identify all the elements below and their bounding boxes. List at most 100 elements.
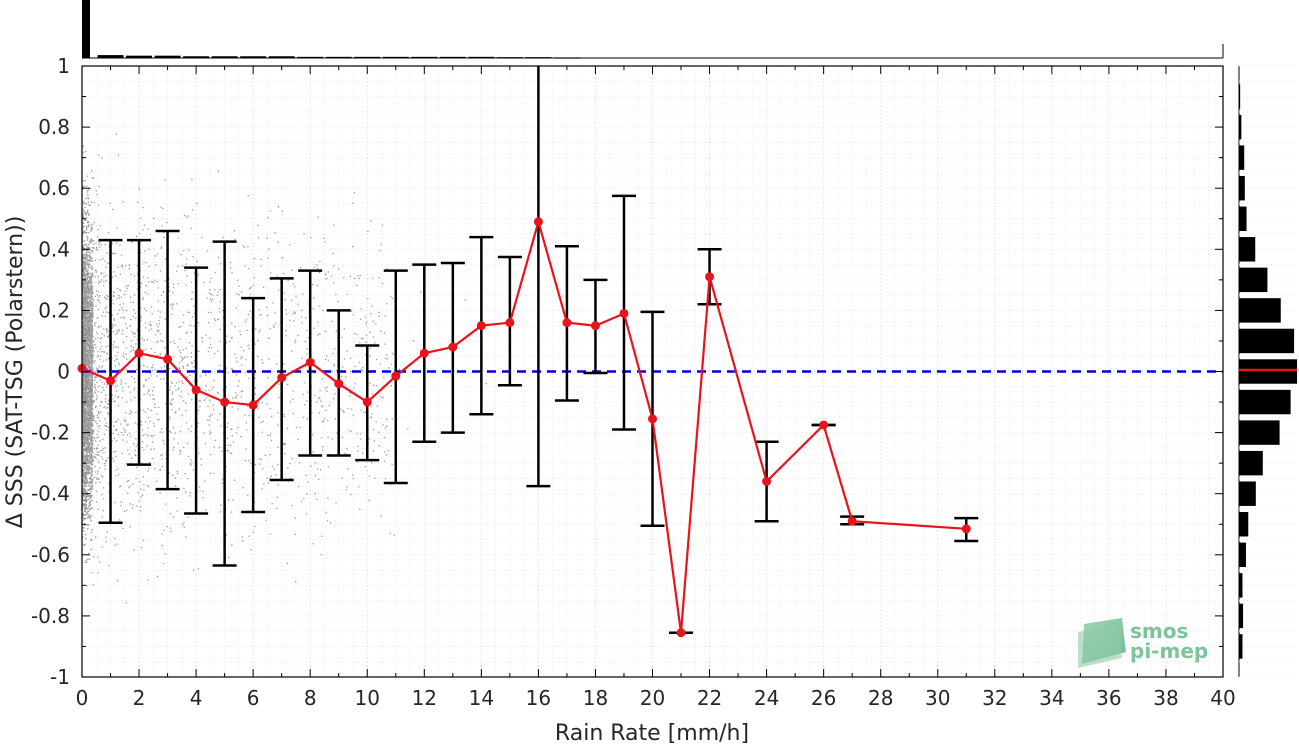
- data-point: [505, 318, 515, 328]
- logo: smos pi-mep: [1078, 618, 1208, 668]
- scatter-cloud: [82, 133, 487, 604]
- y-tick-label: -1: [50, 665, 70, 689]
- top-hist-bar: [439, 56, 466, 59]
- data-point: [819, 420, 829, 430]
- data-point: [419, 348, 429, 358]
- right-hist-bar: [1239, 542, 1246, 568]
- x-tick-labels: 0 2 4 6 8 10 12 14 16 18 20 22 24 26 28 30 32 34 36 38 40: [76, 686, 1236, 710]
- data-point: [961, 524, 971, 534]
- data-point: [648, 414, 657, 424]
- right-hist-bar: [1239, 634, 1243, 659]
- x-tick-label: 10: [355, 686, 380, 710]
- data-point: [705, 272, 715, 282]
- data-point: [191, 385, 201, 395]
- data-point: [163, 354, 173, 364]
- x-tick-label: 14: [469, 686, 494, 710]
- top-hist-bar: [411, 56, 438, 59]
- y-tick-label: -0.4: [31, 482, 70, 506]
- x-tick-label: 6: [247, 686, 260, 710]
- data-point: [762, 476, 772, 486]
- x-tick-label: 2: [133, 686, 146, 710]
- y-tick-label: 0: [57, 360, 70, 384]
- top-hist-bar: [97, 55, 124, 58]
- data-point: [334, 379, 344, 389]
- data-point: [391, 371, 401, 381]
- mean-markers: [77, 217, 971, 638]
- data-point: [847, 516, 857, 526]
- top-histogram: [82, 0, 1224, 59]
- data-point: [676, 628, 686, 638]
- right-hist-bar: [1239, 359, 1297, 384]
- y-tick-label: 1: [57, 54, 70, 78]
- data-point: [362, 397, 372, 407]
- data-point: [220, 397, 230, 407]
- logo-text-bottom: pi-mep: [1130, 639, 1208, 663]
- right-histogram: [1238, 65, 1297, 678]
- data-point: [134, 348, 144, 358]
- right-hist-bar: [1239, 267, 1268, 293]
- right-hist-bar: [1239, 114, 1242, 140]
- x-tick-label: 8: [304, 686, 317, 710]
- top-hist-bar: [211, 56, 238, 58]
- right-hist-bar: [1239, 573, 1243, 598]
- right-hist-bar: [1239, 389, 1291, 415]
- top-hist-bar: [382, 56, 409, 59]
- top-hist-bar: [297, 56, 324, 59]
- y-tick-label: 0.6: [38, 176, 70, 200]
- top-hist-bar: [126, 55, 153, 58]
- right-hist-bar: [1239, 481, 1256, 506]
- scatter-points-dense: [82, 170, 94, 587]
- y-tick-label: 0.8: [38, 115, 70, 139]
- axes: [81, 65, 1224, 678]
- mean-line: [81, 217, 967, 633]
- data-point: [476, 321, 486, 331]
- x-tick-label: 30: [925, 686, 950, 710]
- data-point: [106, 376, 116, 386]
- y-tick-label: -0.6: [31, 543, 70, 567]
- top-hist-bar: [468, 56, 495, 59]
- top-hist-bar: [354, 56, 381, 59]
- x-tick-label: 4: [190, 686, 203, 710]
- top-hist-bar: [82, 0, 90, 58]
- right-hist-bar: [1239, 603, 1244, 629]
- data-point: [533, 217, 543, 227]
- error-bars: [98, 66, 979, 634]
- y-tick-labels: -1 -0.8 -0.6 -0.4 -0.2 0 0.2 0.4 0.6 0.8 1: [31, 54, 70, 689]
- x-tick-label: 40: [1210, 686, 1235, 710]
- right-hist-bar: [1239, 175, 1245, 201]
- data-point: [562, 318, 572, 328]
- y-tick-label: 0.2: [38, 298, 70, 322]
- y-tick-label: -0.2: [31, 421, 70, 445]
- x-tick-label: 0: [76, 686, 89, 710]
- scatter-points: [82, 133, 487, 604]
- logo-text-top: smos: [1130, 619, 1188, 643]
- right-hist-bar: [1239, 420, 1280, 445]
- data-point: [448, 342, 458, 352]
- x-tick-label: 18: [583, 686, 608, 710]
- data-point: [277, 373, 287, 383]
- x-tick-label: 20: [640, 686, 665, 710]
- y-axis-label: Δ SSS (SAT-TSG (Polarstern)): [3, 216, 28, 529]
- y-tick-label: 0.4: [38, 237, 70, 261]
- right-hist-bar: [1239, 450, 1263, 476]
- x-tick-label: 26: [811, 686, 836, 710]
- y-tick-label: -0.8: [31, 604, 70, 628]
- top-hist-bar: [154, 55, 181, 58]
- x-tick-label: 38: [1153, 686, 1178, 710]
- right-hist-bar: [1239, 84, 1241, 109]
- right-hist-bar: [1239, 206, 1247, 231]
- data-point: [248, 400, 258, 410]
- data-point: [590, 321, 600, 331]
- x-tick-label: 16: [526, 686, 551, 710]
- series-line: [81, 217, 967, 633]
- x-tick-label: 12: [412, 686, 437, 710]
- top-hist-bar: [325, 56, 352, 59]
- x-tick-label: 24: [754, 686, 779, 710]
- top-hist-bar: [240, 56, 267, 58]
- x-tick-label: 22: [697, 686, 722, 710]
- x-tick-label: 32: [982, 686, 1007, 710]
- right-hist-bar: [1239, 145, 1245, 170]
- logo-mark-icon: [1078, 618, 1126, 668]
- right-hist-bar: [1239, 237, 1256, 262]
